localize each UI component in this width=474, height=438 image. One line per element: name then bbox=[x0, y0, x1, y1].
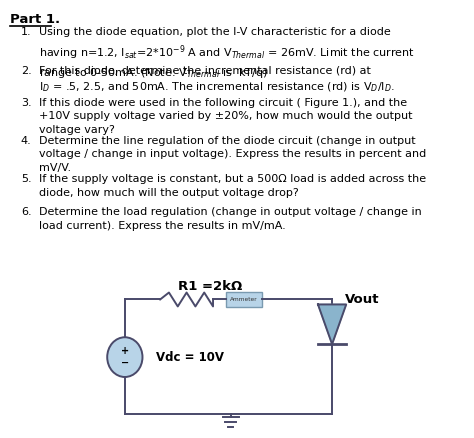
Text: 3.: 3. bbox=[21, 98, 31, 108]
Text: Using the diode equation, plot the I-V characteristic for a diode
having n=1.2, : Using the diode equation, plot the I-V c… bbox=[39, 27, 415, 80]
Text: Determine the line regulation of the diode circuit (change in output
voltage / c: Determine the line regulation of the dio… bbox=[39, 135, 427, 173]
Text: 6.: 6. bbox=[21, 207, 31, 217]
Text: Part 1.: Part 1. bbox=[10, 13, 60, 26]
Text: Vdc = 10V: Vdc = 10V bbox=[156, 350, 224, 364]
Text: If this diode were used in the following circuit ( Figure 1.), and the
+10V supp: If this diode were used in the following… bbox=[39, 98, 413, 135]
Text: If the supply voltage is constant, but a 500Ω load is added across the
diode, ho: If the supply voltage is constant, but a… bbox=[39, 174, 427, 198]
Circle shape bbox=[107, 337, 143, 377]
Text: For this diode, determine the incremental resistance (rd) at
I$_D$ = .5, 2.5, an: For this diode, determine the incrementa… bbox=[39, 66, 395, 94]
Text: 5.: 5. bbox=[21, 174, 31, 184]
Polygon shape bbox=[318, 304, 346, 344]
Text: Vout: Vout bbox=[346, 293, 380, 306]
Text: 4.: 4. bbox=[21, 135, 32, 145]
Text: +: + bbox=[121, 346, 129, 356]
Text: Ammeter: Ammeter bbox=[230, 297, 258, 302]
Text: −: − bbox=[121, 358, 129, 368]
Text: 1.: 1. bbox=[21, 27, 31, 37]
Text: R1 =2kΩ: R1 =2kΩ bbox=[178, 279, 242, 293]
Text: Determine the load regulation (change in output voltage / change in
load current: Determine the load regulation (change in… bbox=[39, 207, 422, 231]
Text: 2.: 2. bbox=[21, 66, 32, 76]
Bar bbox=[226, 292, 262, 307]
